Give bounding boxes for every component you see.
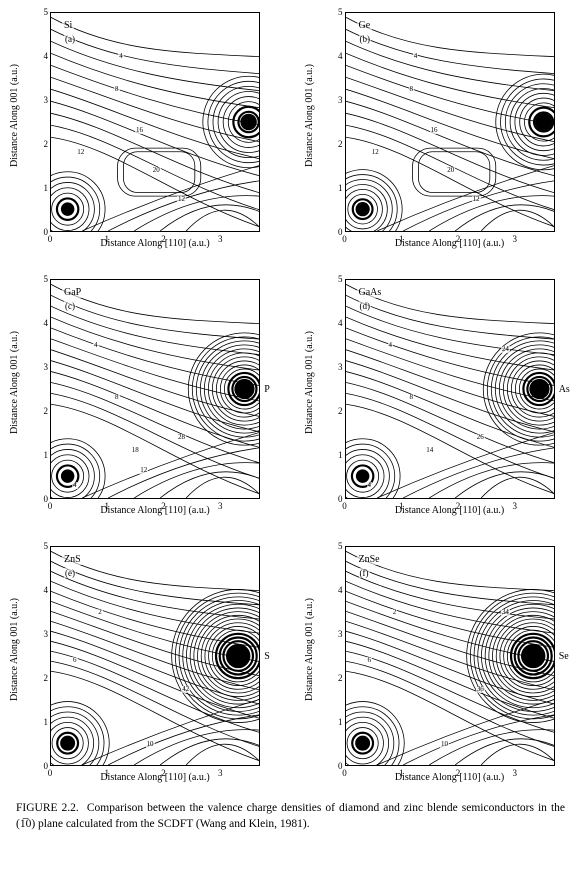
panel-letter: (b): [359, 34, 372, 44]
plot-frame: 2 6 42 10: [50, 546, 260, 766]
contour-value-label: 2: [97, 609, 103, 616]
atom-label: S: [264, 651, 270, 662]
panel-a: Distance Along 001 (a.u.) 012345 4 8 12 16 20 1…: [10, 12, 277, 249]
plot-frame: 2 34 6 36 10: [345, 546, 555, 766]
caption-body: Comparison between the valence charge de…: [16, 802, 565, 830]
contour-value-label: 12: [177, 196, 186, 203]
contour-value-label: 42: [181, 686, 190, 693]
panel-e: Distance Along 001 (a.u.) 012345 2 6 42 10 ZnS…: [10, 546, 277, 783]
contour-value-label: 8: [409, 86, 415, 93]
panel-material-label: GaP: [62, 287, 83, 298]
plot-frame: 4 8 12 16 20 12: [345, 12, 555, 232]
panel-letter: (e): [64, 568, 76, 578]
contour-value-label: 12: [371, 149, 380, 156]
panel-material-label: GaAs: [357, 287, 384, 298]
y-axis-label: Distance Along 001 (a.u.): [8, 12, 22, 219]
contour-value-label: 4: [72, 482, 78, 489]
panel-material-label: ZnS: [62, 554, 83, 565]
y-axis-label: Distance Along 001 (a.u.): [8, 279, 22, 486]
y-axis-label: Distance Along 001 (a.u.): [303, 546, 317, 753]
contour-value-label: 4: [388, 342, 394, 349]
contour-value-label: 8: [114, 394, 120, 401]
caption-prefix: FIGURE 2.2.: [16, 802, 79, 814]
contour-value-label: 2: [392, 609, 398, 616]
panel-c: Distance Along 001 (a.u.) 012345 4 8 4 18 12 28…: [10, 279, 277, 516]
x-tick-labels: 0123: [345, 234, 555, 246]
y-tick-labels: 012345: [34, 279, 48, 499]
contour-plot: [346, 13, 554, 231]
panel-material-label: Ge: [357, 20, 373, 31]
contour-value-label: 12: [472, 196, 481, 203]
contour-value-label: 26: [476, 434, 485, 441]
contour-value-label: 14: [425, 447, 434, 454]
y-axis-label: Distance Along 001 (a.u.): [8, 546, 22, 753]
y-axis-label: Distance Along 001 (a.u.): [303, 279, 317, 486]
panel-b: Distance Along 001 (a.u.) 012345 4 8 12 16 20 1…: [305, 12, 572, 249]
contour-plot: [51, 280, 259, 498]
contour-value-label: 18: [131, 447, 140, 454]
contour-plot: [346, 547, 554, 765]
y-tick-labels: 012345: [329, 12, 343, 232]
contour-value-label: 4: [118, 53, 124, 60]
contour-value-label: 20: [446, 167, 455, 174]
y-tick-labels: 012345: [34, 12, 48, 232]
plot-frame: 4 8 12 16 20 12: [50, 12, 260, 232]
x-tick-labels: 0123: [50, 501, 260, 513]
contour-value-label: 10: [146, 741, 155, 748]
contour-value-label: 36: [476, 686, 485, 693]
contour-value-label: 20: [152, 167, 161, 174]
panel-letter: (f): [359, 568, 370, 578]
contour-value-label: 24: [501, 346, 510, 353]
panel-grid: Distance Along 001 (a.u.)012345481216201…: [10, 12, 571, 783]
atom-label: As: [559, 384, 570, 395]
figure-caption: FIGURE 2.2. Comparison between the valen…: [10, 801, 571, 832]
panel-material-label: ZnSe: [357, 554, 382, 565]
x-tick-labels: 0123: [50, 768, 260, 780]
contour-value-label: 16: [430, 127, 439, 134]
contour-value-label: 6: [72, 657, 78, 664]
x-tick-labels: 0123: [345, 768, 555, 780]
contour-value-label: 12: [76, 149, 85, 156]
y-tick-labels: 012345: [34, 546, 48, 766]
y-tick-labels: 012345: [329, 279, 343, 499]
contour-plot: [51, 547, 259, 765]
atom-label: P: [264, 384, 270, 395]
panel-material-label: Si: [62, 20, 74, 31]
contour-value-label: 34: [501, 609, 510, 616]
contour-plot: [51, 13, 259, 231]
panel-f: Distance Along 001 (a.u.) 012345 2 34 6 36 10 Z…: [305, 546, 572, 783]
panel-letter: (d): [359, 301, 372, 311]
contour-plot: [346, 280, 554, 498]
panel-letter: (c): [64, 301, 76, 311]
plot-frame: 4 8 4 18 12 28: [50, 279, 260, 499]
plot-frame: 4 24 8 14 4 26: [345, 279, 555, 499]
contour-value-label: 10: [440, 741, 449, 748]
y-axis-label: Distance Along 001 (a.u.): [303, 12, 317, 219]
panel-letter: (a): [64, 34, 76, 44]
contour-value-label: 12: [139, 467, 148, 474]
contour-value-label: 4: [367, 482, 373, 489]
contour-value-label: 8: [114, 86, 120, 93]
x-tick-labels: 0123: [50, 234, 260, 246]
contour-value-label: 4: [93, 342, 99, 349]
x-tick-labels: 0123: [345, 501, 555, 513]
contour-value-label: 8: [409, 394, 415, 401]
atom-label: Se: [559, 651, 569, 662]
contour-value-label: 4: [413, 53, 419, 60]
panel-d: Distance Along 001 (a.u.) 012345 4 24 8 14 4 26…: [305, 279, 572, 516]
contour-value-label: 6: [367, 657, 373, 664]
contour-value-label: 28: [177, 434, 186, 441]
y-tick-labels: 012345: [329, 546, 343, 766]
contour-value-label: 16: [135, 127, 144, 134]
